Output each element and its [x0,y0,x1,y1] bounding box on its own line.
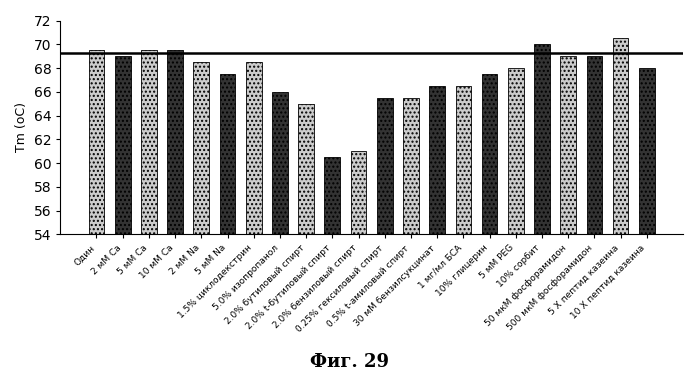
Bar [220,74,235,234]
Bar [560,56,576,234]
Text: Фиг. 29: Фиг. 29 [309,353,389,371]
Bar [298,104,314,234]
Bar [613,38,628,234]
Bar [272,92,288,234]
Bar [586,56,602,234]
Bar [350,151,366,234]
Bar [456,86,471,234]
Bar [168,50,183,234]
Bar [325,157,340,234]
Y-axis label: Tm (oC): Tm (oC) [15,102,28,152]
Bar [639,68,655,234]
Bar [377,98,393,234]
Bar [534,44,550,234]
Bar [89,50,105,234]
Bar [508,68,524,234]
Bar [115,56,131,234]
Bar [482,74,498,234]
Bar [246,62,262,234]
Bar [193,62,209,234]
Bar [429,86,445,234]
Bar [141,50,157,234]
Bar [403,98,419,234]
